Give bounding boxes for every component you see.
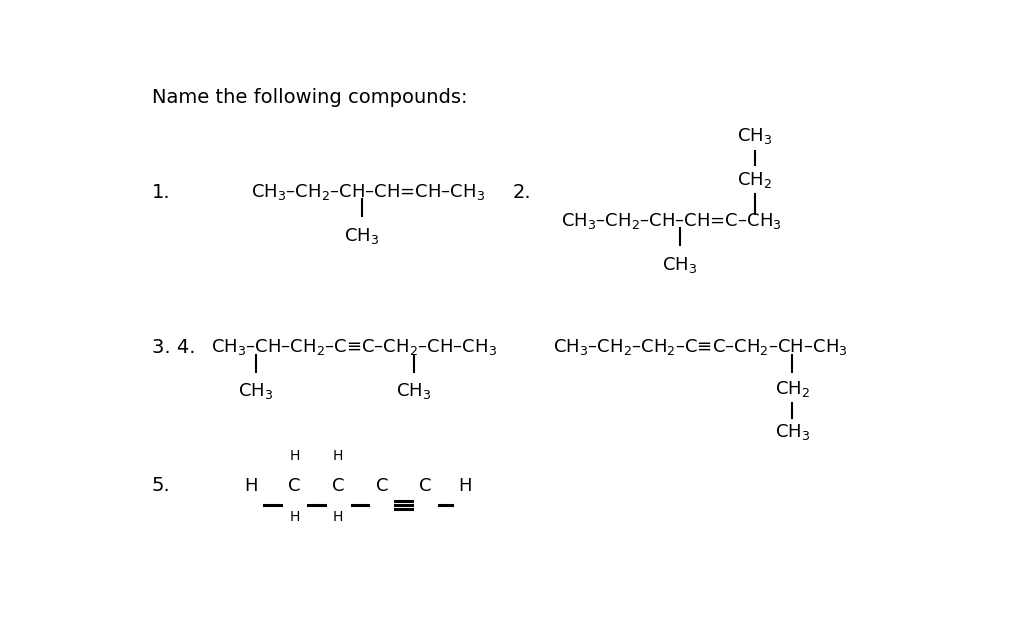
Text: H: H <box>290 449 300 464</box>
Text: CH$_3$: CH$_3$ <box>344 226 380 246</box>
Text: 2.: 2. <box>513 183 531 202</box>
Text: H: H <box>333 449 343 464</box>
Text: 1.: 1. <box>152 183 170 202</box>
Text: CH$_3$: CH$_3$ <box>239 381 273 401</box>
Text: CH$_3$–CH$_2$–CH–CH=C–CH$_3$: CH$_3$–CH$_2$–CH–CH=C–CH$_3$ <box>560 211 781 231</box>
Text: C: C <box>332 476 344 495</box>
Text: H: H <box>333 510 343 524</box>
Text: CH$_2$: CH$_2$ <box>737 169 772 190</box>
Text: C: C <box>289 476 301 495</box>
Text: CH$_3$: CH$_3$ <box>662 255 697 275</box>
Text: CH$_3$–CH$_2$–CH–CH=CH–CH$_3$: CH$_3$–CH$_2$–CH–CH=CH–CH$_3$ <box>251 182 485 202</box>
Text: CH$_3$–CH$_2$–CH$_2$–C≡C–CH$_2$–CH–CH$_3$: CH$_3$–CH$_2$–CH$_2$–C≡C–CH$_2$–CH–CH$_3… <box>553 337 847 357</box>
Text: H: H <box>245 476 258 495</box>
Text: H: H <box>290 510 300 524</box>
Text: 5.: 5. <box>152 476 171 495</box>
Text: Name the following compounds:: Name the following compounds: <box>152 88 467 107</box>
Text: 3. 4.: 3. 4. <box>152 338 196 357</box>
Text: CH$_3$: CH$_3$ <box>774 423 810 442</box>
Text: H: H <box>459 476 472 495</box>
Text: CH$_2$: CH$_2$ <box>775 379 810 399</box>
Text: CH$_3$: CH$_3$ <box>737 126 772 146</box>
Text: C: C <box>376 476 388 495</box>
Text: CH$_3$–CH–CH$_2$–C≡C–CH$_2$–CH–CH$_3$: CH$_3$–CH–CH$_2$–C≡C–CH$_2$–CH–CH$_3$ <box>211 337 498 357</box>
Text: CH$_3$: CH$_3$ <box>396 381 431 401</box>
Text: C: C <box>420 476 432 495</box>
